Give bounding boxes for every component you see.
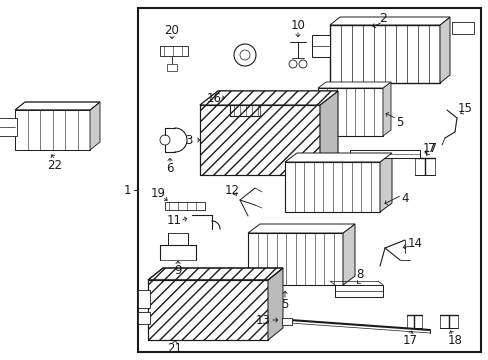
Bar	[285, 162, 379, 212]
Polygon shape	[90, 102, 100, 150]
Polygon shape	[15, 102, 100, 110]
Bar	[200, 105, 319, 175]
Polygon shape	[379, 153, 391, 212]
Polygon shape	[329, 17, 449, 25]
Text: 5: 5	[395, 116, 403, 129]
Bar	[0, 118, 17, 136]
Text: 7: 7	[427, 141, 435, 154]
Bar	[167, 64, 177, 71]
Polygon shape	[382, 82, 390, 136]
Text: 11: 11	[166, 213, 181, 226]
Bar	[164, 202, 204, 210]
Bar	[15, 110, 90, 150]
Text: 5: 5	[281, 298, 288, 311]
Bar	[138, 290, 150, 308]
Bar	[451, 22, 473, 34]
Bar	[334, 285, 382, 297]
Bar	[148, 280, 267, 340]
Bar	[35, 102, 55, 110]
Polygon shape	[317, 82, 390, 88]
Text: 20: 20	[164, 23, 179, 36]
Text: 2: 2	[378, 12, 386, 24]
Polygon shape	[342, 224, 354, 285]
Text: 15: 15	[457, 102, 471, 114]
Polygon shape	[319, 91, 337, 175]
Bar	[148, 280, 267, 340]
Text: 10: 10	[290, 18, 305, 32]
Text: 16: 16	[206, 91, 221, 104]
Bar	[329, 25, 439, 83]
Text: 6: 6	[166, 162, 173, 175]
Bar	[349, 150, 419, 158]
Text: 9: 9	[174, 264, 182, 276]
Text: 3: 3	[185, 134, 192, 147]
Text: 1: 1	[123, 184, 130, 197]
Text: 4: 4	[401, 192, 408, 204]
Text: 17: 17	[402, 333, 417, 346]
Bar	[317, 88, 382, 136]
Text: 8: 8	[356, 269, 363, 282]
Bar	[160, 46, 187, 56]
Text: 13: 13	[255, 314, 270, 327]
Text: 21: 21	[167, 342, 182, 355]
Text: 22: 22	[47, 158, 62, 171]
Polygon shape	[285, 153, 391, 162]
Polygon shape	[439, 17, 449, 83]
Text: 14: 14	[407, 237, 422, 249]
Polygon shape	[267, 268, 283, 340]
Polygon shape	[148, 268, 283, 280]
Polygon shape	[200, 91, 337, 105]
Bar	[247, 233, 342, 285]
Polygon shape	[247, 224, 354, 233]
Text: 12: 12	[224, 184, 239, 197]
Text: 19: 19	[150, 186, 165, 199]
Bar	[311, 35, 329, 57]
Bar	[138, 8, 480, 352]
Bar	[282, 318, 291, 325]
Text: 18: 18	[447, 333, 462, 346]
Text: 17: 17	[422, 141, 437, 154]
Bar	[138, 312, 150, 324]
Bar	[200, 105, 319, 175]
